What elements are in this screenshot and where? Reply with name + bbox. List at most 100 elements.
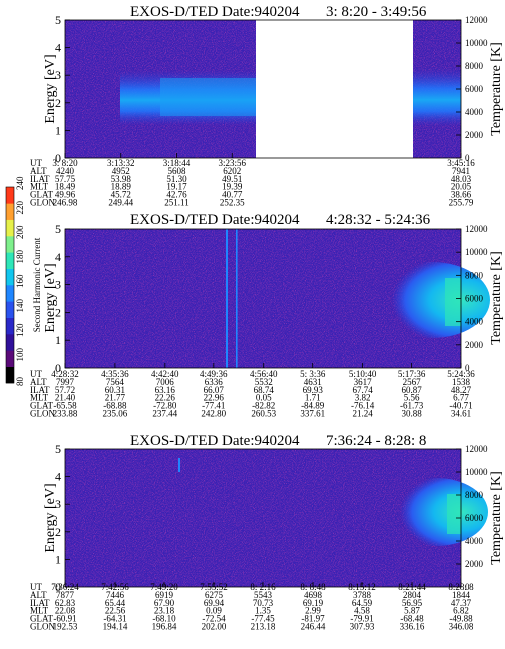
cell-ut: 4:35:36 <box>101 369 129 379</box>
row-label-glat: GLAT <box>30 614 53 624</box>
y-right-tick-label: 12000 <box>465 224 488 234</box>
cell-glon: 194.14 <box>103 622 128 632</box>
panel-2-ticks: 0 1 2 3 4 5 0 2000 4000 6000 8000 10000 12000 <box>55 222 488 375</box>
cell-alt: 7877 <box>56 590 75 600</box>
cell-ilat: 48.03 <box>451 174 472 184</box>
row-label-glon: GLON <box>30 622 55 632</box>
cell-glon: 307.93 <box>350 622 375 632</box>
y-right-tick-label: 0 <box>465 153 470 163</box>
cell-ut: 7:55:52 <box>200 582 228 592</box>
cell-ut: 4:42:40 <box>151 369 179 379</box>
y-tick-label: 4 <box>55 250 61 264</box>
y-tick-label: 1 <box>55 333 61 347</box>
panel-1-title-timerange: 3: 8:20 - 3:49:56 <box>326 4 427 20</box>
cell-alt: 7997 <box>56 377 75 387</box>
panel-2: EXOS-D/TED Date:940204 4:28:32 - 5:24:36… <box>30 212 504 419</box>
colorbar-ticks: 80 100 120 140 160 180 200 220 240 <box>15 176 25 386</box>
panel-1-ylabel-right: Temperature [K] <box>489 42 504 135</box>
colorbar-cell <box>6 334 14 351</box>
row-label-glon: GLON <box>30 198 55 208</box>
cell-glat: -84.89 <box>301 401 325 411</box>
panel-3-ylabel-right: Temperature [K] <box>489 471 504 564</box>
cell-mlt: 1.35 <box>255 606 271 616</box>
row-label-ilat: ILAT <box>30 385 50 395</box>
panel-2-ylabel-right: Temperature [K] <box>489 251 504 344</box>
cell-ilat: 70.73 <box>253 598 274 608</box>
cell-glon: 242.80 <box>201 409 226 419</box>
colorbar-tick-label: 120 <box>15 323 25 337</box>
cell-glat: 40.77 <box>222 190 243 200</box>
y-right-tick-label: 2000 <box>465 340 484 350</box>
cell-alt: 5543 <box>254 590 273 600</box>
cell-glat: -68.48 <box>400 614 424 624</box>
colorbar-scale <box>6 187 14 384</box>
cell-mlt: 22.26 <box>155 393 176 403</box>
cell-alt: 5532 <box>255 377 273 387</box>
cell-mlt: 2.99 <box>305 606 321 616</box>
cell-mlt: 6.82 <box>453 606 469 616</box>
cell-glat: -76.14 <box>351 401 375 411</box>
cell-ilat: 62.83 <box>55 598 76 608</box>
cell-ut: 3: 8:20 <box>52 158 78 168</box>
cell-mlt: 23.18 <box>154 606 175 616</box>
cell-glat: -68.10 <box>152 614 176 624</box>
panel-2-spike-1 <box>226 229 228 368</box>
cell-ilat: 64.59 <box>352 598 373 608</box>
cell-ut: 8:28: 8 <box>448 582 474 592</box>
cell-glat: -68.88 <box>103 401 127 411</box>
y-right-tick-label: 8000 <box>465 270 484 280</box>
y-right-tick-label: 6000 <box>465 513 484 523</box>
panel-1-ticks: 0 1 2 3 4 5 0 2000 4000 6000 8000 10000 12000 <box>55 13 488 165</box>
cell-alt: 4698 <box>304 590 323 600</box>
colorbar-cell <box>6 236 14 253</box>
cell-ilat: 68.74 <box>254 385 275 395</box>
cell-glon: 34.61 <box>451 409 471 419</box>
panel-1-title-date: Date:940204 <box>222 4 300 20</box>
cell-ut: 5:10:40 <box>349 369 377 379</box>
y-right-tick-label: 4000 <box>465 536 484 546</box>
cell-ut: 7:42:56 <box>101 582 129 592</box>
colorbar-tick-label: 140 <box>15 299 25 313</box>
colorbar-frame <box>5 186 15 384</box>
cell-mlt: 19.39 <box>222 182 243 192</box>
panel-3-ticks: 0 1 2 3 4 5 0 2000 4000 6000 8000 10000 12000 <box>55 442 488 594</box>
row-label-ut: UT <box>30 582 42 592</box>
cell-alt: 5608 <box>168 166 187 176</box>
cell-mlt: 0.09 <box>206 606 222 616</box>
panel-3-ylabel: Energy [eV] <box>43 483 58 552</box>
cell-glon: 21.24 <box>352 409 373 419</box>
panel-3-title-date: Date:940204 <box>222 433 300 449</box>
cell-glon: 255.79 <box>449 198 474 208</box>
cell-glon: 246.44 <box>301 622 326 632</box>
cell-ut: 8:15:12 <box>348 582 376 592</box>
colorbar-cell <box>6 317 14 335</box>
cell-alt: 7564 <box>106 377 125 387</box>
cell-ilat: 47.37 <box>451 598 472 608</box>
y-tick-label: 1 <box>55 123 61 137</box>
cell-ut: 8: 2:16 <box>250 582 276 592</box>
cell-ut: 4:49:36 <box>200 369 228 379</box>
cell-mlt: 0.05 <box>256 393 272 403</box>
panel-2-title-date: Date:940204 <box>222 212 300 228</box>
row-label-mlt: MLT <box>30 393 49 403</box>
cell-glon: 213.18 <box>251 622 276 632</box>
panel-3-blob <box>384 478 488 546</box>
row-label-ut: UT <box>30 158 42 168</box>
cell-mlt: 4.58 <box>354 606 370 616</box>
cell-alt: 1538 <box>452 377 471 387</box>
panel-2-title-instrument: EXOS-D/TED <box>130 212 218 228</box>
cell-glat: -77.41 <box>202 401 225 411</box>
cell-ilat: 67.74 <box>352 385 373 395</box>
row-label-glat: GLAT <box>30 401 53 411</box>
cell-glat: -40.71 <box>449 401 472 411</box>
cell-alt: 7941 <box>452 166 470 176</box>
panel-3-title-instrument: EXOS-D/TED <box>130 433 218 449</box>
cell-alt: 4240 <box>56 166 75 176</box>
cell-glat: -65.58 <box>53 401 77 411</box>
cell-ut: 8: 8:48 <box>300 582 326 592</box>
panel-1-band-core <box>160 78 256 116</box>
cell-alt: 4631 <box>304 377 322 387</box>
cell-alt: 6919 <box>155 590 174 600</box>
cell-glat: 49.96 <box>55 190 76 200</box>
